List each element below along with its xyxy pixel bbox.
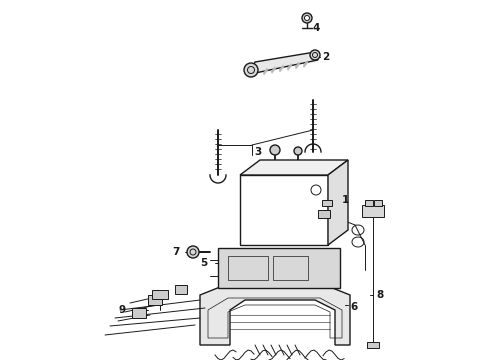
Circle shape	[304, 15, 310, 21]
Bar	[362, 205, 384, 217]
Bar	[132, 308, 146, 318]
Polygon shape	[248, 52, 318, 75]
Circle shape	[302, 13, 312, 23]
Circle shape	[187, 246, 199, 258]
Circle shape	[270, 145, 280, 155]
Text: 3: 3	[254, 147, 261, 157]
Bar	[365, 200, 373, 206]
Bar	[374, 200, 382, 206]
Polygon shape	[328, 160, 348, 245]
Text: 4: 4	[312, 23, 319, 33]
Polygon shape	[240, 160, 348, 175]
Bar	[240, 175, 328, 245]
Bar	[367, 342, 379, 348]
Bar	[175, 285, 187, 294]
Polygon shape	[263, 68, 268, 75]
Bar	[322, 200, 332, 206]
Polygon shape	[295, 62, 300, 69]
Circle shape	[244, 63, 258, 77]
Bar	[148, 295, 162, 305]
Bar	[218, 248, 340, 288]
Text: 8: 8	[376, 290, 383, 300]
Bar	[318, 210, 330, 218]
Polygon shape	[279, 65, 284, 72]
Polygon shape	[200, 285, 350, 345]
Text: 5: 5	[200, 258, 207, 268]
Circle shape	[310, 50, 320, 60]
Text: 7: 7	[172, 247, 179, 257]
Polygon shape	[287, 63, 292, 71]
Text: 2: 2	[322, 52, 329, 62]
Bar	[152, 290, 168, 299]
Bar	[273, 256, 308, 280]
Polygon shape	[303, 60, 308, 68]
Polygon shape	[271, 67, 276, 73]
Circle shape	[294, 147, 302, 155]
Bar	[228, 256, 268, 280]
Text: 1: 1	[342, 195, 349, 205]
Text: 6: 6	[350, 302, 357, 312]
Text: 9: 9	[118, 305, 125, 315]
